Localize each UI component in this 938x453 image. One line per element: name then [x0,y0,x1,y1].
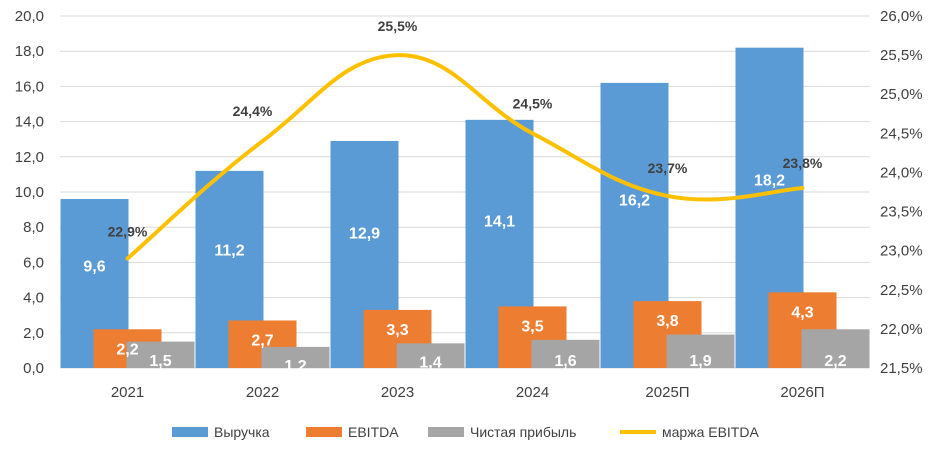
legend-swatch [306,427,342,437]
x-tick-label: 2024 [516,384,549,401]
left-axis-ticks: 0,0 2,0 4,0 6,0 8,0 10,0 12,0 14,0 16,0 18,0 20,0 [15,8,44,377]
left-tick-label: 20,0 [15,8,44,25]
legend: Выручка EBITDA Чистая прибыль маржа EBITDA [172,424,759,440]
bar-data-label: 9,6 [83,259,105,276]
bar-data-label: 1,9 [689,353,711,370]
line-data-label: 22,9% [108,223,148,239]
right-tick-label: 26,0% [880,8,923,25]
left-tick-label: 2,0 [23,325,44,342]
right-tick-label: 24,5% [880,125,923,142]
bar-data-label: 1,5 [149,353,171,370]
bar-data-label: 14,1 [484,214,515,231]
right-tick-label: 23,0% [880,243,923,260]
x-tick-label: 2021 [111,384,144,401]
bar-data-label: 1,4 [419,354,441,371]
left-tick-label: 18,0 [15,43,44,60]
bar-data-label: 4,3 [791,304,813,321]
line-data-label: 25,5% [378,18,418,34]
margin-line-path [125,53,805,261]
bar-data-label: 3,5 [521,318,543,335]
bar-data-label: 1,2 [284,358,306,375]
right-tick-label: 23,5% [880,204,923,221]
bar-net-profit [261,346,330,368]
bar-data-label: 2,7 [251,332,273,349]
legend-swatch [428,427,464,437]
ebitda-margin-line [125,53,805,261]
line-data-label: 24,4% [233,103,273,119]
right-tick-label: 24,0% [880,164,923,181]
line-data-label: 23,7% [648,160,688,176]
right-tick-label: 22,0% [880,321,923,338]
x-axis-ticks: 2021 2022 2023 2024 2025П 2026П [111,384,825,401]
line-data-label: 24,5% [513,95,553,111]
bar-net-profit [801,329,870,368]
bar-net-profit [531,339,600,368]
left-tick-label: 6,0 [23,254,44,271]
left-tick-label: 0,0 [23,360,44,377]
legend-swatch [172,427,208,437]
bar-net-profit [126,341,195,368]
line-data-label: 23,8% [783,155,823,171]
right-tick-label: 21,5% [880,360,923,377]
bar-net-profit [666,334,735,368]
bar-data-label: 11,2 [214,243,244,260]
right-tick-label: 22,5% [880,282,923,299]
bar-net-profit [396,343,465,368]
legend-label: Выручка [214,424,270,440]
x-tick-label: 2025П [645,384,689,401]
bar-data-label: 3,3 [386,322,408,339]
gridlines [60,15,870,369]
x-tick-label: 2022 [246,384,279,401]
right-axis-ticks: 21,5% 22,0% 22,5% 23,0% 23,5% 24,0% 24,5% 25,0%… [880,8,923,377]
bars [60,47,870,369]
data-labels: 9,6 2,2 1,5 11,2 2,7 1,2 12,9 3,3 1,4 14,1 3,5 1,6 1… [83,18,846,375]
legend-label: EBITDA [348,424,399,440]
right-tick-label: 25,5% [880,47,923,64]
x-tick-label: 2026П [780,384,824,401]
x-tick-label: 2023 [381,384,414,401]
bar-data-label: 2,2 [116,341,138,358]
left-tick-label: 10,0 [15,184,44,201]
bar-data-label: 1,6 [554,353,576,370]
left-tick-label: 8,0 [23,219,44,236]
bar-data-label: 18,2 [754,172,785,189]
left-tick-label: 12,0 [15,149,44,166]
left-tick-label: 16,0 [15,78,44,95]
right-tick-label: 25,0% [880,86,923,103]
bar-data-label: 2,2 [824,353,846,370]
left-tick-label: 14,0 [15,114,44,131]
bar-data-label: 16,2 [619,192,650,209]
bar-data-label: 12,9 [349,226,380,243]
legend-label: маржа EBITDA [662,424,759,440]
bar-data-label: 3,8 [656,313,678,330]
left-tick-label: 4,0 [23,290,44,307]
legend-label: Чистая прибыль [470,424,576,440]
